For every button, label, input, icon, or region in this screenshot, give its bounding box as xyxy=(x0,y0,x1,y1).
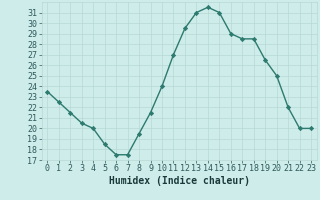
X-axis label: Humidex (Indice chaleur): Humidex (Indice chaleur) xyxy=(109,176,250,186)
